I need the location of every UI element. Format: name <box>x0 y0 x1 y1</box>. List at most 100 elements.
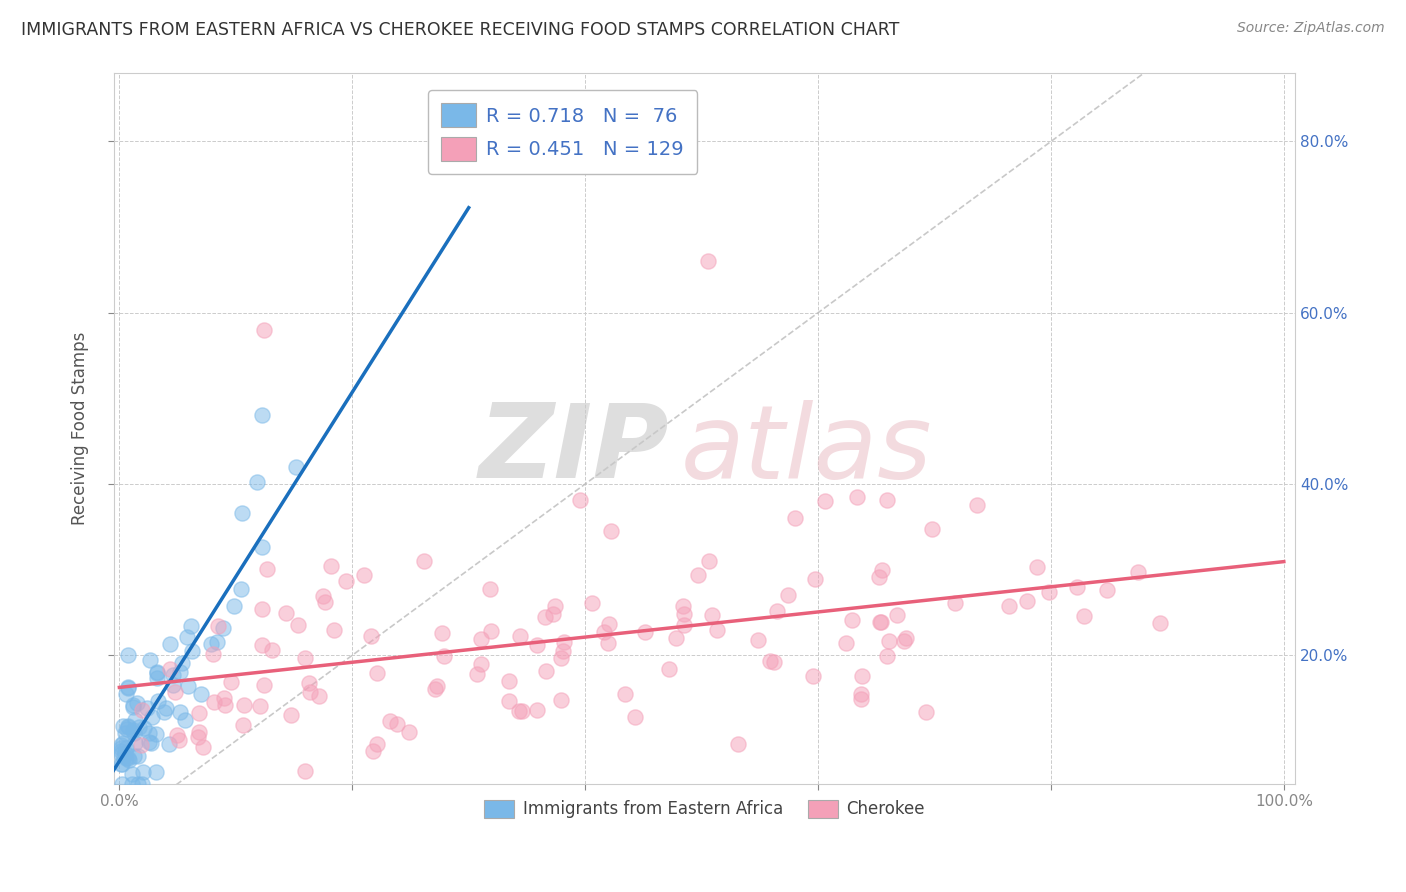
Point <box>114 687 136 701</box>
Point <box>162 677 184 691</box>
Point <box>111 719 134 733</box>
Point <box>553 644 575 658</box>
Point <box>232 718 254 732</box>
Point <box>672 607 695 622</box>
Y-axis label: Receiving Food Stamps: Receiving Food Stamps <box>72 332 89 525</box>
Point <box>117 681 139 695</box>
Point <box>118 753 141 767</box>
Point <box>543 599 565 614</box>
Point <box>869 615 891 629</box>
Point <box>131 704 153 718</box>
Point <box>287 618 309 632</box>
Point <box>141 736 163 750</box>
Point <box>250 540 273 554</box>
Point <box>849 687 872 701</box>
Point <box>124 736 146 750</box>
Point <box>256 562 278 576</box>
Point <box>845 490 868 504</box>
Point <box>634 625 657 640</box>
Point <box>276 606 298 620</box>
Point <box>380 714 402 728</box>
Point <box>498 694 520 708</box>
Point <box>778 588 800 602</box>
Point <box>117 648 139 662</box>
Point <box>465 667 488 681</box>
Point <box>145 764 167 779</box>
Point <box>110 743 132 757</box>
Point <box>896 631 918 645</box>
Point <box>893 633 915 648</box>
Point <box>115 740 138 755</box>
Point <box>201 647 224 661</box>
Point <box>851 669 873 683</box>
Point <box>706 623 728 637</box>
Point <box>294 764 316 778</box>
Point <box>498 674 520 689</box>
Point <box>366 665 388 680</box>
Point <box>553 635 575 649</box>
Point <box>146 694 169 708</box>
Point <box>353 567 375 582</box>
Point <box>308 689 330 703</box>
Point <box>231 506 253 520</box>
Point <box>169 706 191 720</box>
Point <box>998 599 1021 613</box>
Point <box>200 637 222 651</box>
Point <box>945 596 967 610</box>
Point <box>121 767 143 781</box>
Point <box>727 737 749 751</box>
Point <box>190 687 212 701</box>
Point <box>127 696 149 710</box>
Point <box>697 554 720 568</box>
Point <box>204 695 226 709</box>
Point <box>1017 593 1039 607</box>
Point <box>696 254 718 268</box>
Point <box>191 739 214 754</box>
Point <box>141 710 163 724</box>
Point <box>876 492 898 507</box>
Point <box>134 721 156 735</box>
Point <box>122 698 145 712</box>
Point <box>117 721 139 735</box>
Point <box>280 708 302 723</box>
Point <box>470 657 492 671</box>
Point <box>479 624 502 639</box>
Point <box>1126 566 1149 580</box>
Text: Source: ZipAtlas.com: Source: ZipAtlas.com <box>1237 21 1385 35</box>
Point <box>870 563 893 577</box>
Point <box>508 704 530 718</box>
Point <box>665 631 688 645</box>
Point <box>673 617 696 632</box>
Point <box>253 323 276 337</box>
Point <box>479 582 502 596</box>
Point <box>623 710 645 724</box>
Point <box>526 703 548 717</box>
Point <box>115 751 138 765</box>
Point <box>138 725 160 739</box>
Point <box>262 643 284 657</box>
Point <box>841 613 863 627</box>
Point <box>180 618 202 632</box>
Point <box>212 690 235 705</box>
Point <box>249 698 271 713</box>
Point <box>145 665 167 680</box>
Point <box>110 747 132 761</box>
Legend: Immigrants from Eastern Africa, Cherokee: Immigrants from Eastern Africa, Cherokee <box>478 793 931 825</box>
Point <box>886 608 908 623</box>
Point <box>398 724 420 739</box>
Point <box>214 698 236 712</box>
Point <box>869 615 891 630</box>
Point <box>835 636 858 650</box>
Point <box>170 657 193 671</box>
Point <box>361 743 384 757</box>
Point <box>298 684 321 698</box>
Text: IMMIGRANTS FROM EASTERN AFRICA VS CHEROKEE RECEIVING FOOD STAMPS CORRELATION CHA: IMMIGRANTS FROM EASTERN AFRICA VS CHEROK… <box>21 21 900 38</box>
Point <box>876 649 898 664</box>
Point <box>167 732 190 747</box>
Point <box>914 705 936 719</box>
Point <box>136 700 159 714</box>
Point <box>658 662 681 676</box>
Point <box>322 624 344 638</box>
Point <box>568 493 591 508</box>
Point <box>849 692 872 706</box>
